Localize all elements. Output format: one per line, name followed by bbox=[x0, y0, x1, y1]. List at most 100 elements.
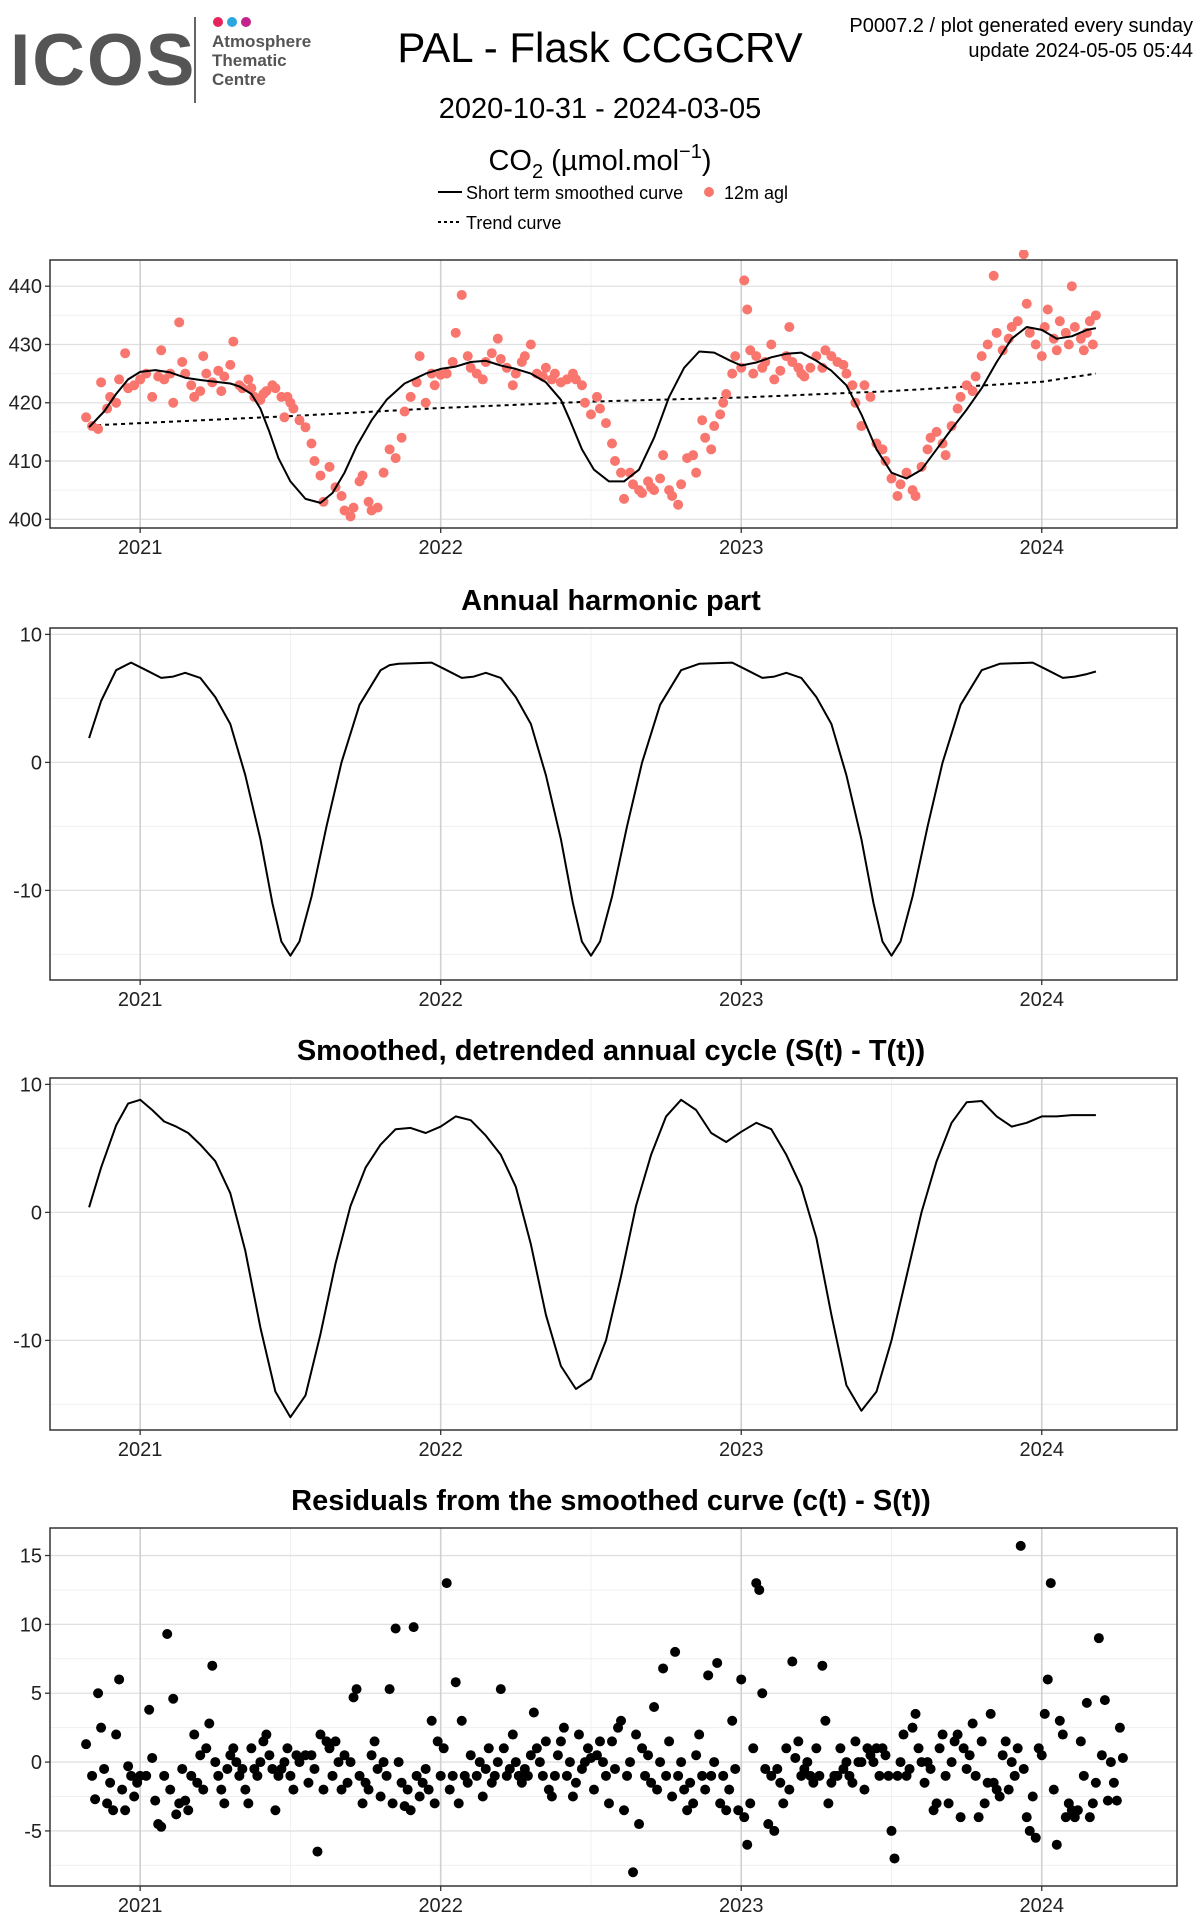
residual-point bbox=[1000, 1736, 1011, 1747]
residual-point bbox=[315, 1729, 326, 1740]
y-tick-label: 430 bbox=[9, 334, 42, 356]
residual-point bbox=[405, 1805, 416, 1816]
co2-point bbox=[1042, 304, 1053, 315]
harmonic-grid bbox=[50, 628, 1177, 980]
harmonic-chart: Annual harmonic part -10 0 10 2021 2022 2023 2… bbox=[13, 585, 1178, 1010]
co2-point bbox=[1030, 339, 1041, 350]
residual-point bbox=[423, 1784, 434, 1795]
co2-point bbox=[219, 371, 230, 382]
co2-point bbox=[201, 368, 212, 379]
co2-point bbox=[507, 380, 518, 391]
co2-point bbox=[306, 438, 317, 449]
residual-point bbox=[955, 1812, 966, 1823]
residual-point bbox=[402, 1784, 413, 1795]
residual-point bbox=[444, 1784, 455, 1795]
co2-point bbox=[348, 502, 359, 513]
residual-point bbox=[594, 1736, 605, 1747]
residual-point bbox=[342, 1777, 353, 1788]
co2-point bbox=[486, 348, 497, 359]
residual-point bbox=[910, 1708, 921, 1719]
co2-point bbox=[96, 377, 107, 388]
co2-point bbox=[228, 336, 239, 347]
plot-frame bbox=[49, 1527, 1178, 1887]
residual-point bbox=[1096, 1750, 1107, 1761]
species-main: CO bbox=[488, 145, 532, 177]
residual-point bbox=[832, 1770, 843, 1781]
residual-point bbox=[183, 1805, 194, 1816]
co2-point bbox=[1018, 250, 1029, 260]
residual-point bbox=[763, 1819, 774, 1830]
y-tick-label: 5 bbox=[31, 1683, 42, 1705]
residual-point bbox=[120, 1805, 131, 1816]
residual-point bbox=[162, 1629, 173, 1640]
residual-point bbox=[102, 1798, 113, 1809]
co2-point bbox=[420, 397, 431, 408]
x-tick-label: 2022 bbox=[418, 537, 463, 559]
residual-point bbox=[492, 1757, 503, 1768]
residual-point bbox=[201, 1743, 212, 1754]
residual-point bbox=[688, 1798, 699, 1809]
residual-point bbox=[628, 1867, 639, 1878]
residual-point bbox=[883, 1770, 894, 1781]
residual-point bbox=[1045, 1578, 1056, 1589]
co2-point bbox=[186, 380, 197, 391]
co2-point bbox=[859, 380, 870, 391]
co2-point bbox=[195, 386, 206, 397]
co2-point bbox=[519, 351, 530, 362]
residual-point bbox=[715, 1798, 726, 1809]
residual-point bbox=[940, 1770, 951, 1781]
x-tick-label: 2021 bbox=[118, 1895, 163, 1917]
residual-point bbox=[808, 1777, 819, 1788]
y-tick-label: 440 bbox=[9, 276, 42, 298]
residual-point bbox=[1021, 1812, 1032, 1823]
co2-point bbox=[847, 380, 858, 391]
residual-point bbox=[958, 1743, 969, 1754]
residual-point bbox=[474, 1757, 485, 1768]
residual-point bbox=[1105, 1757, 1116, 1768]
residual-point bbox=[381, 1770, 392, 1781]
residual-point bbox=[393, 1757, 404, 1768]
residual-point bbox=[504, 1763, 515, 1774]
residual-point bbox=[997, 1750, 1008, 1761]
residual-point bbox=[718, 1770, 729, 1781]
residual-point bbox=[447, 1770, 458, 1781]
residual-point bbox=[835, 1743, 846, 1754]
co2-point bbox=[988, 270, 999, 281]
co2-point bbox=[225, 359, 236, 370]
residual-point bbox=[81, 1739, 92, 1750]
residual-point bbox=[682, 1805, 693, 1816]
co2-point bbox=[492, 333, 503, 344]
residual-point bbox=[694, 1729, 705, 1740]
residual-point bbox=[471, 1770, 482, 1781]
co2-point bbox=[769, 374, 780, 385]
y-tick-label: 15 bbox=[20, 1546, 42, 1568]
residual-point bbox=[1003, 1784, 1014, 1795]
co2-point bbox=[279, 412, 290, 423]
residual-point bbox=[240, 1784, 251, 1795]
logo-dot-1 bbox=[213, 17, 223, 27]
x-tick-label: 2024 bbox=[1020, 989, 1065, 1010]
co2-point bbox=[901, 467, 912, 478]
co2-point bbox=[649, 485, 660, 496]
co2-point bbox=[315, 470, 326, 481]
residual-point bbox=[1090, 1777, 1101, 1788]
co2-point bbox=[739, 275, 750, 286]
co2-point bbox=[748, 368, 759, 379]
co2-point bbox=[922, 444, 933, 455]
co2-point bbox=[246, 383, 257, 394]
co2-point bbox=[540, 362, 551, 373]
co2-point bbox=[775, 365, 786, 376]
residual-point bbox=[649, 1702, 660, 1712]
residual-point bbox=[222, 1763, 233, 1774]
residual-point bbox=[1102, 1795, 1113, 1806]
co2-point bbox=[495, 354, 506, 365]
residual-point bbox=[309, 1763, 320, 1774]
residual-point bbox=[1042, 1674, 1053, 1685]
residual-point bbox=[330, 1736, 341, 1747]
residual-point bbox=[450, 1677, 461, 1688]
residual-point bbox=[198, 1784, 209, 1795]
residual-point bbox=[925, 1763, 936, 1774]
residual-point bbox=[159, 1770, 170, 1781]
residual-point bbox=[339, 1750, 350, 1761]
residual-point bbox=[937, 1729, 948, 1740]
